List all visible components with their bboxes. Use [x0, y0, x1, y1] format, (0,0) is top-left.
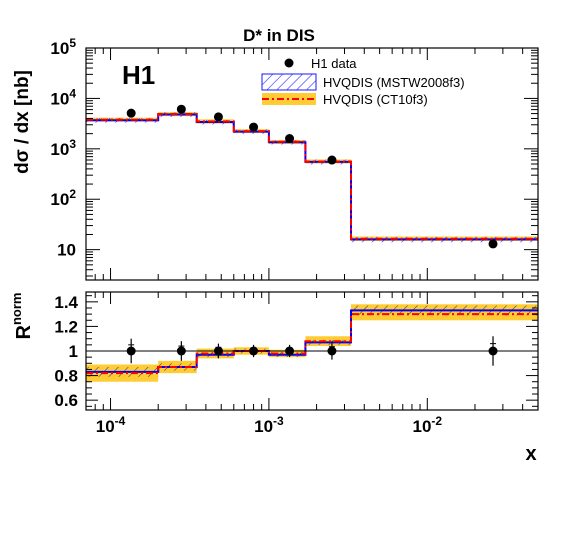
upper-y-tick-label: 10 — [57, 241, 76, 260]
upper-data-point-4 — [249, 122, 259, 132]
lower-y-axis-title: Rnorm — [9, 293, 35, 340]
lower-y-tick-label: 1.2 — [54, 317, 78, 336]
upper-y-tick-label: 105 — [50, 36, 76, 58]
lower-y-tick-label: 1.4 — [54, 293, 78, 312]
legend-label-data: H1 data — [311, 56, 357, 71]
upper-data-points — [126, 104, 498, 249]
upper-theory-lines — [86, 113, 538, 241]
upper-data-point-1 — [126, 108, 136, 118]
lower-y-tick-label: 0.6 — [54, 391, 78, 410]
upper-data-point-3 — [213, 112, 223, 122]
legend-marker-data — [284, 58, 294, 68]
x-axis-title: x — [525, 443, 536, 465]
legend-label-ct10: HVQDIS (CT10f3) — [323, 92, 428, 107]
legend: H1 data HVQDIS (MSTW2008f3) HVQDIS (CT10… — [261, 56, 465, 107]
upper-ct10-line — [86, 113, 538, 240]
upper-data-point-5 — [285, 134, 295, 144]
upper-data-point-2 — [176, 104, 186, 114]
legend-label-mstw: HVQDIS (MSTW2008f3) — [323, 75, 465, 90]
x-tick-label: 10-3 — [254, 414, 284, 436]
upper-y-tick-label: 102 — [50, 187, 76, 209]
chart-title: D* in DIS — [243, 26, 315, 45]
experiment-label: H1 — [122, 60, 155, 90]
lower-y-tick-label: 1 — [69, 342, 78, 361]
legend-swatch-mstw — [261, 73, 317, 91]
lower-y-tick-label: 0.8 — [54, 367, 78, 386]
upper-y-axis-title: dσ / dx [nb] — [12, 70, 33, 174]
axes: 10 102 103 104 105 0.6 0.8 1 1.2 1.4 10-4 10-3 10-2 — [50, 36, 539, 436]
svg-text:Rnorm: Rnorm — [9, 293, 35, 340]
x-tick-label: 10-4 — [96, 414, 126, 436]
upper-y-tick-label: 103 — [50, 137, 76, 159]
upper-data-point-7 — [488, 239, 498, 249]
upper-y-tick-label: 104 — [50, 86, 76, 108]
x-tick-label: 10-2 — [412, 414, 442, 436]
upper-data-point-6 — [327, 155, 337, 165]
upper-theory-bands — [86, 112, 538, 243]
upper-mstw-line — [86, 113, 538, 241]
